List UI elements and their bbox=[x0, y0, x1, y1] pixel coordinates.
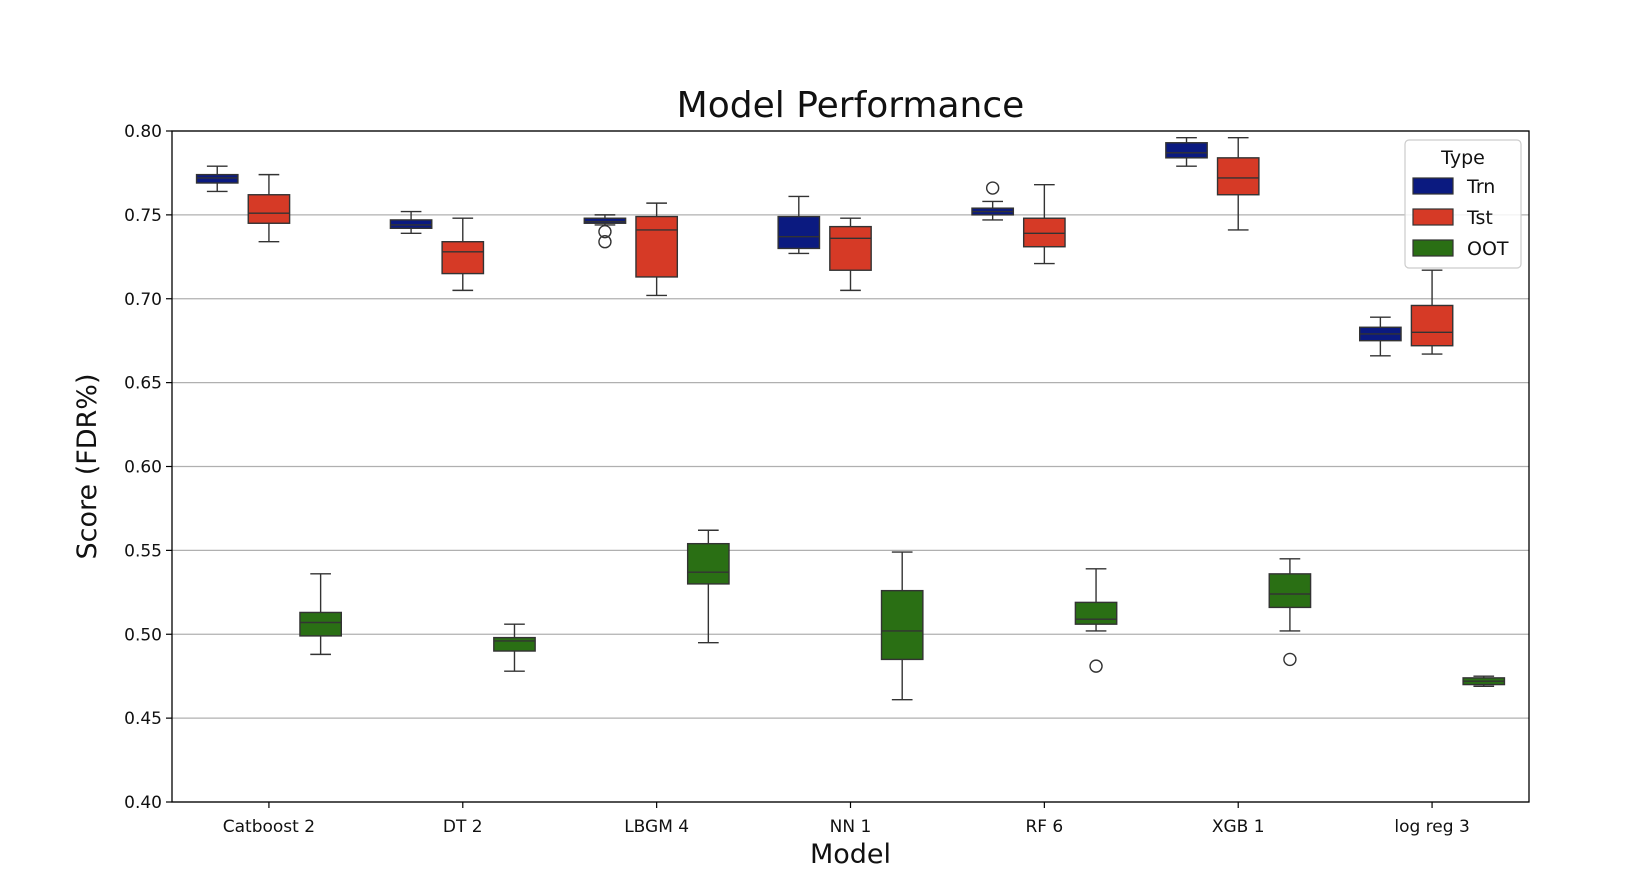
x-axis-title: Model bbox=[810, 839, 891, 870]
x-tick-label: LBGM 4 bbox=[624, 817, 689, 837]
x-axis-ticks: Catboost 2 DT 2 LBGM 4 NN 1 RF 6 XGB 1 log reg… bbox=[223, 802, 1470, 837]
legend-swatch-tst bbox=[1412, 208, 1454, 226]
x-tick-label: Catboost 2 bbox=[223, 817, 315, 837]
y-tick-label: 0.40 bbox=[124, 793, 162, 813]
box-iqr bbox=[829, 225, 872, 271]
y-tick-label: 0.50 bbox=[124, 625, 162, 645]
box-oot-2 bbox=[686, 529, 730, 644]
x-tick-label: DT 2 bbox=[443, 817, 483, 837]
box-iqr bbox=[441, 241, 485, 275]
box-tst-2 bbox=[635, 202, 679, 297]
box-iqr bbox=[1268, 573, 1312, 609]
box-iqr bbox=[880, 589, 924, 661]
box-trn-5 bbox=[1165, 137, 1208, 167]
box-iqr bbox=[777, 215, 821, 250]
box-oot-5 bbox=[1268, 558, 1312, 667]
outlier-point bbox=[1089, 659, 1103, 673]
box-oot-0 bbox=[299, 573, 343, 656]
box-iqr bbox=[1410, 304, 1454, 347]
legend-label-oot: OOT bbox=[1467, 238, 1509, 260]
box-trn-6 bbox=[1358, 316, 1402, 357]
y-axis-title: Score (FDR%) bbox=[72, 373, 103, 559]
box-iqr bbox=[635, 215, 679, 278]
x-tick-label: RF 6 bbox=[1025, 817, 1063, 837]
y-tick-label: 0.70 bbox=[124, 290, 162, 310]
box-tst-6 bbox=[1410, 269, 1454, 355]
y-tick-label: 0.75 bbox=[124, 206, 162, 226]
box-trn-4 bbox=[971, 181, 1015, 221]
box-tst-0 bbox=[247, 173, 291, 243]
box-trn-2 bbox=[583, 214, 627, 249]
y-tick-label: 0.55 bbox=[124, 541, 162, 561]
y-tick-label: 0.65 bbox=[124, 374, 162, 394]
legend-swatch-oot bbox=[1412, 239, 1454, 257]
box-iqr bbox=[1022, 217, 1066, 248]
legend-label-trn: Trn bbox=[1466, 176, 1495, 198]
y-axis-ticks: 0.40 0.45 0.50 0.55 0.60 0.65 0.70 0.75 0.80 bbox=[124, 122, 172, 813]
boxes bbox=[195, 137, 1506, 701]
y-tick-label: 0.80 bbox=[124, 122, 162, 142]
outlier-point bbox=[598, 235, 612, 249]
y-tick-label: 0.45 bbox=[124, 709, 162, 729]
box-iqr bbox=[493, 636, 536, 652]
box-tst-3 bbox=[829, 217, 872, 292]
outlier-point bbox=[598, 224, 612, 239]
x-tick-label: XGB 1 bbox=[1212, 817, 1265, 837]
box-iqr bbox=[195, 173, 239, 184]
outlier-point bbox=[1283, 652, 1297, 667]
box-oot-6 bbox=[1462, 675, 1506, 687]
box-iqr bbox=[389, 219, 433, 229]
legend-swatch-trn bbox=[1412, 177, 1454, 195]
box-tst-5 bbox=[1216, 137, 1260, 231]
box-oot-3 bbox=[880, 551, 924, 701]
legend: Type Trn Tst OOT bbox=[1404, 139, 1522, 269]
box-oot-1 bbox=[493, 623, 536, 672]
box-trn-1 bbox=[389, 210, 433, 235]
box-iqr bbox=[1216, 157, 1260, 196]
box-iqr bbox=[686, 542, 730, 585]
box-oot-4 bbox=[1074, 568, 1118, 673]
legend-frame bbox=[1404, 139, 1522, 269]
x-tick-label: NN 1 bbox=[830, 817, 872, 837]
box-tst-4 bbox=[1022, 183, 1066, 265]
chart-title: Model Performance bbox=[677, 85, 1025, 126]
box-trn-3 bbox=[777, 195, 821, 255]
legend-label-tst: Tst bbox=[1466, 207, 1493, 229]
box-iqr bbox=[1165, 142, 1208, 159]
box-iqr bbox=[299, 611, 343, 637]
legend-title: Type bbox=[1440, 147, 1485, 169]
box-iqr bbox=[583, 217, 627, 224]
box-iqr bbox=[247, 194, 291, 224]
y-tick-label: 0.60 bbox=[124, 458, 162, 478]
box-tst-1 bbox=[441, 217, 485, 292]
x-tick-label: log reg 3 bbox=[1394, 817, 1469, 837]
box-iqr bbox=[1074, 601, 1118, 625]
outlier-point bbox=[985, 181, 1000, 195]
box-trn-0 bbox=[195, 165, 239, 193]
